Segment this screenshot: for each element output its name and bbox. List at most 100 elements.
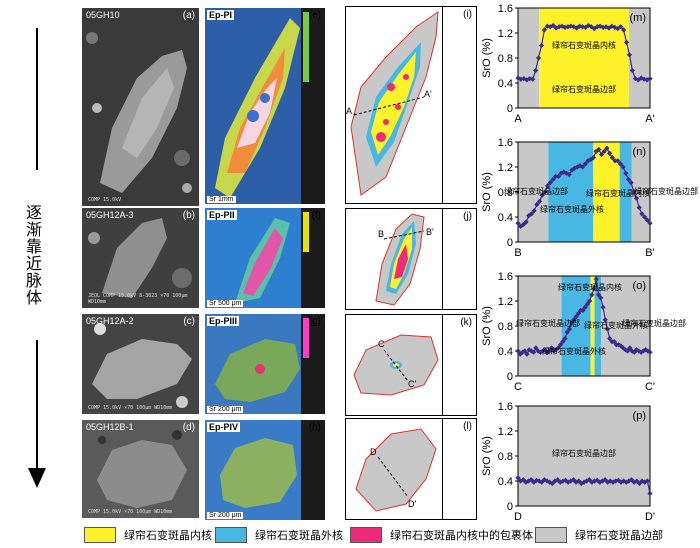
sro-data-point [642,479,648,485]
zoning-sketch [375,213,425,306]
sro-data-point [520,477,526,483]
sro-data-point [518,223,524,229]
panel-tag: (f) [311,210,321,221]
profile-start: B [378,229,385,239]
sro-data-point [616,342,622,348]
sro-data-point [620,164,626,170]
y-tick-label: 0.8 [498,53,513,65]
x-end-label: C' [645,381,655,393]
y-axis-label: SrO (%) [481,38,493,78]
y-axis-label: SrO (%) [481,306,493,346]
sro-data-point [538,42,545,49]
sr-map-texture [205,314,325,414]
bse-metadata: COMP 15.0kV ×70 100μm WD10mm [88,405,173,411]
sro-data-point [515,348,521,354]
sketch-i: A A' (i) [345,6,477,204]
sro-data-point [584,301,590,307]
sro-data-point [647,76,653,82]
sro-data-point [615,158,621,164]
sro-data-point [547,180,553,186]
bse-image-d: 05GH12B-1 (d) COMP 15.0kV ×70 100μm WD10… [82,420,199,518]
y-tick-label: 1.2 [498,28,513,40]
sro-data-point [528,211,535,217]
sr-map-h: Ep-PIV (h) Sr 200 μm [205,420,325,520]
sro-data-point [576,478,582,484]
sr-map-f: Ep-PII (f) Sr 500 μm [205,208,325,308]
panel-tag: (i) [463,9,472,20]
sro-data-point [641,76,647,82]
sro-data-point [515,220,521,226]
sro-data-point [589,292,595,298]
sr-map-texture [205,208,325,308]
sro-data-point [562,335,568,342]
sro-data-point [571,317,577,323]
zone-annotation: 绿帘石变斑晶边部 [622,318,686,328]
zone-annotation: 绿帘石变斑晶外核 [540,204,604,214]
sro-data-point [644,478,650,484]
map-label: Ep-PIII [207,316,240,326]
zone-annotation: 绿帘石变斑晶内核 [558,282,622,292]
map-label: Ep-PIV [207,422,241,432]
sr-map-texture [205,8,325,204]
sro-data-point [600,304,606,310]
y-tick-label: 1.2 [498,162,513,174]
sro-data-point [573,314,579,320]
sketch-j: B B' (j) [345,208,477,310]
sample-id: 05GH12A-3 [86,210,134,220]
zone-band [518,276,562,376]
bse-image-b: 05GH12A-3 (b) JEOL COMP 15.0kV 8-3023 ×7… [82,208,199,308]
sro-data-point [531,208,537,214]
sro-data-point [519,349,526,355]
sro-data-point [535,55,542,61]
y-tick-label: 0 [507,371,513,383]
sro-data-point [547,479,553,485]
sro-data-point [537,349,543,355]
sro-data-point [633,195,640,201]
sro-data-point [623,39,630,45]
sro-data-point [580,307,586,313]
y-tick-label: 1.2 [498,296,513,308]
y-tick-label: 0 [507,103,513,115]
y-axis-label: SrO (%) [481,172,493,212]
sro-data-point [536,198,543,204]
y-tick-label: 1.6 [498,3,513,15]
panel-tag: (k) [460,317,472,328]
panel-tag: (c) [183,316,195,327]
zone-band [518,406,650,506]
sro-data-point [622,347,628,353]
bse-texture [82,208,199,308]
y-tick-label: 0 [507,237,513,249]
bse-texture [82,314,199,414]
zone-band [548,142,594,242]
sro-data-point [634,478,640,484]
sro-data-point [555,477,561,483]
panel-tag: (j) [463,211,472,222]
sro-profile-plot-p: 0 0.4 0.8 1.2 1.6 SrO (%) D D' (p) 绿帘石变斑晶边部 [481,401,655,523]
sro-data-point [626,52,633,58]
x-start-label: B [514,247,521,259]
panel-tag: (a) [182,10,195,21]
zone-annotation: 绿帘石变斑晶外核 [542,346,606,356]
sro-data-point [560,339,566,345]
sro-data-point [631,479,637,485]
sro-data-point [522,348,528,354]
zone-band [590,276,595,376]
sro-data-point [635,77,641,83]
y-tick-label: 0.8 [498,321,513,333]
profile-end: B' [426,227,434,237]
profile-end: D' [408,499,417,509]
sr-map-e: Ep-PI (e) Sr 1mm [205,8,325,204]
sro-data-point [548,345,555,351]
legend-swatch [215,527,247,543]
sro-data-point [621,478,627,484]
map-scale: Sr 200 μm [207,512,244,519]
divider-line [442,315,443,415]
legend-item-rim: 绿帘石变斑晶边部 [535,527,663,543]
sro-data-point [647,490,653,497]
panel-tag: (p) [633,410,646,422]
bse-image-a: 05GH10 (a) COMP 15.0kV [82,8,199,206]
sro-data-point [639,211,645,217]
sro-data-point [644,217,650,223]
panel-tag: (e) [308,10,321,21]
